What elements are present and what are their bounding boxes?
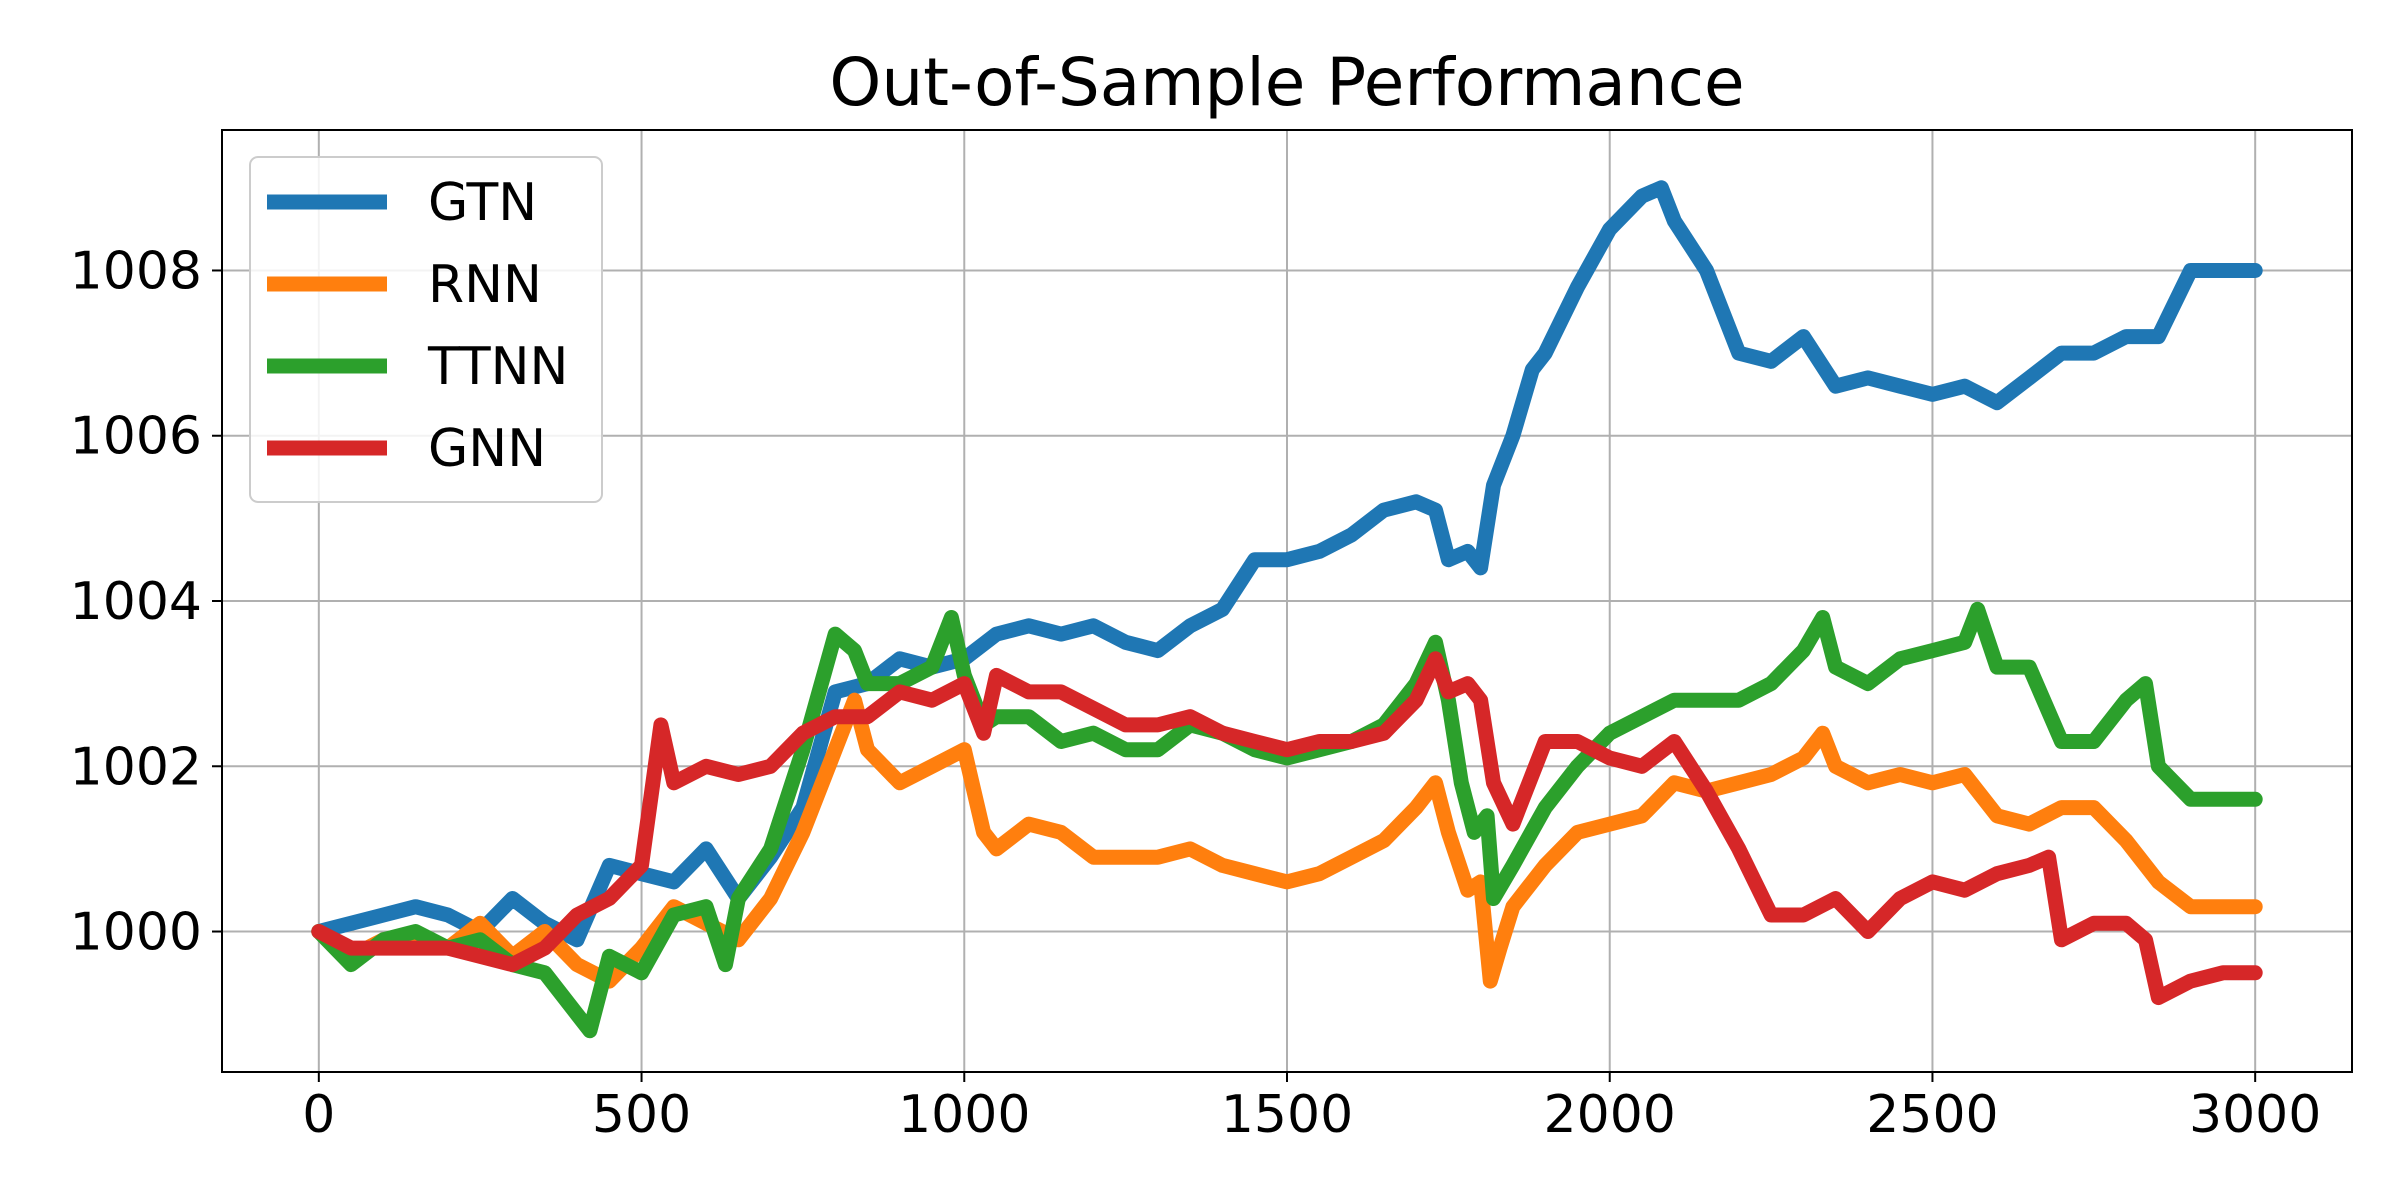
y-tick-label: 1002	[70, 737, 202, 797]
legend-box	[249, 156, 603, 503]
x-tick-label: 1500	[1221, 1085, 1353, 1145]
x-tick-label: 500	[592, 1085, 691, 1145]
series-line-gnn	[311, 651, 2263, 1006]
axis-ticks: 0 500 1000 1500 2000 2500 3000 1000 1002 1004 1006…	[70, 241, 2322, 1145]
legend: GTN RNN TTNN GNN	[249, 156, 603, 503]
x-tick-label: 2000	[1544, 1085, 1676, 1145]
y-tick-label: 1000	[70, 903, 202, 963]
series-line-gtn	[311, 180, 2263, 948]
x-tick-label: 3000	[2189, 1085, 2321, 1145]
x-tick-label: 0	[302, 1085, 335, 1145]
series-lines	[311, 180, 2263, 1039]
legend-label-rnn: RNN	[428, 255, 542, 315]
y-tick-label: 1006	[70, 407, 202, 467]
legend-label-ttnn: TTNN	[427, 337, 568, 397]
y-tick-label: 1004	[70, 572, 202, 632]
legend-label-gtn: GTN	[428, 173, 537, 233]
legend-label-gnn: GNN	[428, 419, 546, 479]
series-line-ttnn	[311, 601, 2263, 1039]
x-tick-label: 2500	[1866, 1085, 1998, 1145]
chart-title: Out-of-Sample Performance	[829, 44, 1744, 121]
y-tick-label: 1008	[70, 241, 202, 301]
x-tick-label: 1000	[898, 1085, 1030, 1145]
